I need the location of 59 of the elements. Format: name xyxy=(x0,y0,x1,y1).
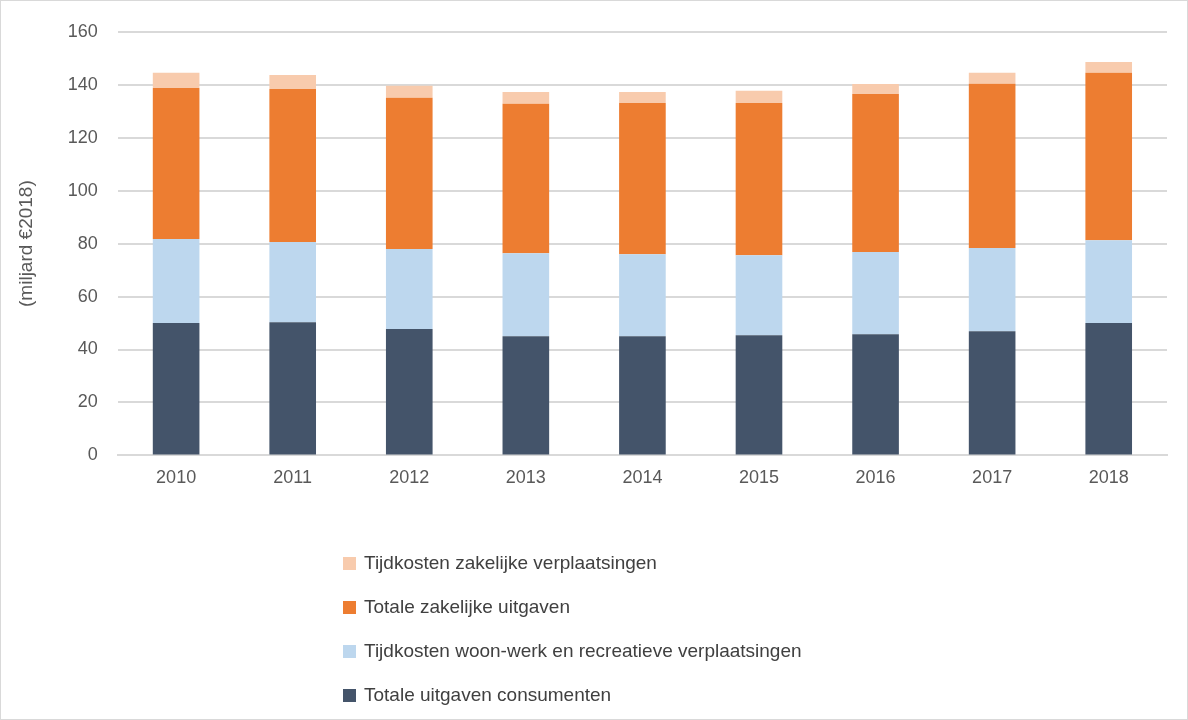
bar xyxy=(619,336,666,455)
bar xyxy=(619,254,666,337)
x-tick-label: 2011 xyxy=(273,467,313,488)
bar xyxy=(269,322,317,455)
legend-label: Tijdkosten woon-werk en recreatieve verplaatsingen xyxy=(364,640,802,662)
y-axis-title: (miljard €2018) xyxy=(14,180,36,307)
x-tick-label: 2014 xyxy=(622,467,663,488)
bar xyxy=(152,239,200,324)
bar xyxy=(152,72,200,88)
y-tick-label: 40 xyxy=(77,338,98,359)
bar xyxy=(735,90,783,104)
y-tick-label: 80 xyxy=(77,232,98,253)
bar xyxy=(502,91,550,104)
bar xyxy=(152,323,200,455)
x-tick-label: 2018 xyxy=(1088,467,1129,488)
x-tick-label: 2016 xyxy=(855,467,896,488)
bar xyxy=(852,94,899,253)
bar xyxy=(968,331,1016,455)
x-tick-label: 2013 xyxy=(505,467,546,488)
bar xyxy=(152,87,200,240)
bar xyxy=(502,336,550,455)
y-tick-label: 60 xyxy=(77,285,98,306)
bar xyxy=(1085,61,1133,73)
bar xyxy=(385,85,433,98)
x-tick-label: 2012 xyxy=(389,467,430,488)
legend-label: Totale zakelijke uitgaven xyxy=(364,596,570,618)
bar xyxy=(269,242,317,323)
bar xyxy=(852,252,899,335)
bar xyxy=(735,103,783,256)
bar xyxy=(1085,240,1133,324)
bar xyxy=(269,88,317,243)
bar xyxy=(852,83,899,95)
x-tick-label: 2010 xyxy=(156,467,197,488)
legend-label: Tijdkosten zakelijke verplaatsingen xyxy=(364,552,657,574)
legend-label: Totale uitgaven consumenten xyxy=(364,684,612,706)
y-tick-label: 100 xyxy=(67,179,98,200)
bar xyxy=(735,335,783,455)
bar xyxy=(502,103,550,254)
x-tick-label: 2017 xyxy=(972,467,1013,488)
bar xyxy=(502,253,550,337)
bar xyxy=(968,72,1016,84)
bar xyxy=(385,97,433,249)
bar xyxy=(619,91,666,104)
x-tick-label: 2015 xyxy=(738,467,780,488)
y-tick-label: 120 xyxy=(67,126,98,147)
bar xyxy=(735,255,783,336)
y-tick-label: 20 xyxy=(77,391,98,412)
y-tick-label: 140 xyxy=(67,73,98,94)
bar xyxy=(619,103,666,255)
bar xyxy=(385,329,433,455)
bar xyxy=(269,74,317,89)
bar xyxy=(1085,323,1133,455)
bar xyxy=(968,248,1016,332)
y-tick-label: 0 xyxy=(87,444,98,465)
bar xyxy=(852,334,899,455)
bar xyxy=(385,248,433,330)
y-tick-label: 160 xyxy=(67,20,98,41)
bar xyxy=(968,83,1016,249)
bar xyxy=(1085,72,1133,241)
